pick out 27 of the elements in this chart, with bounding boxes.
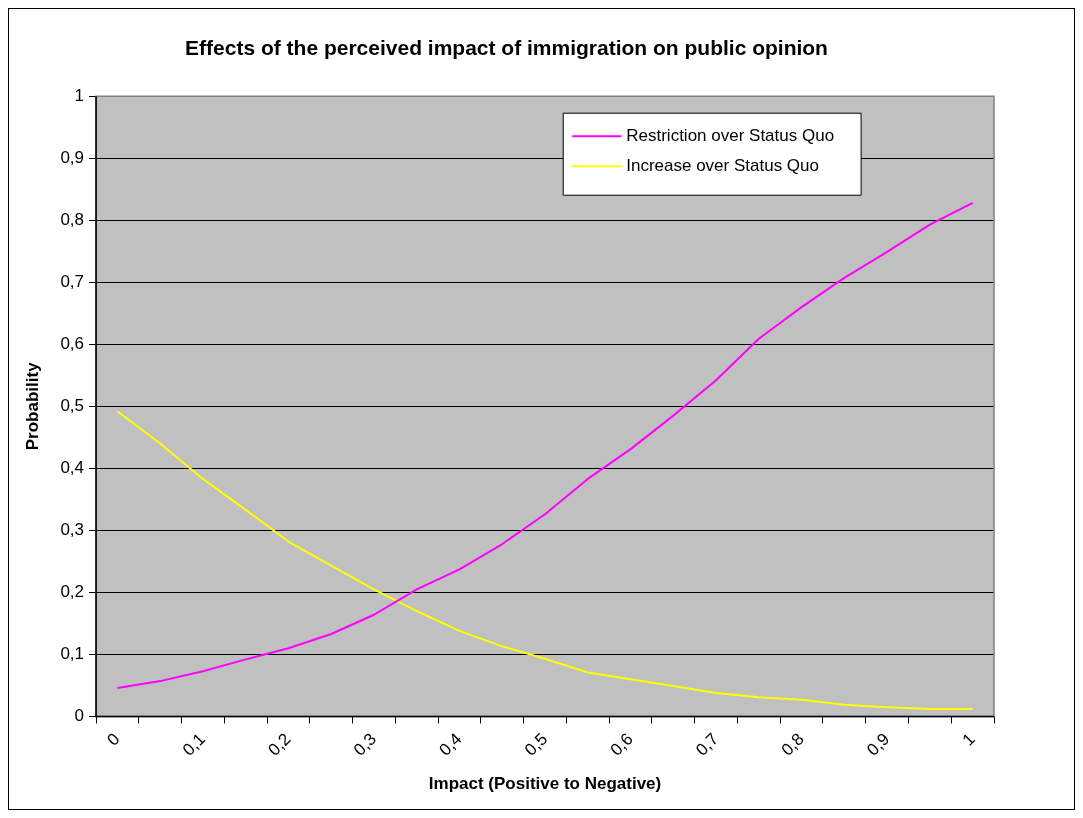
x-tick-label: 0,1 <box>178 729 210 760</box>
x-tick-label: 0,7 <box>692 729 723 760</box>
chart-title: Effects of the perceived impact of immigration on public opinion <box>185 36 828 60</box>
y-tick-label: 0,6 <box>60 333 85 353</box>
y-tick-label: 1 <box>74 85 85 105</box>
y-tick-label: 0,1 <box>60 644 85 664</box>
y-tick-label: 0,5 <box>60 396 85 416</box>
x-tick-label: 1 <box>958 729 979 750</box>
y-tick-label: 0,4 <box>60 458 85 478</box>
y-tick-label: 0,8 <box>60 209 85 229</box>
x-tick-label: 0 <box>103 729 124 750</box>
x-tick-label: 0,9 <box>863 729 894 760</box>
x-tick-label: 0,2 <box>264 729 295 760</box>
x-tick-label: 0,5 <box>521 729 552 760</box>
y-tick-label: 0,7 <box>60 271 85 291</box>
x-axis-title: Impact (Positive to Negative) <box>428 774 662 794</box>
legend-label: Increase over Status Quo <box>626 155 820 175</box>
y-tick-label: 0 <box>74 706 85 726</box>
y-axis-title: Probability <box>22 361 42 451</box>
x-tick-label: 0,3 <box>349 729 381 760</box>
y-tick-label: 0,9 <box>60 147 85 167</box>
y-tick-label: 0,2 <box>60 582 85 602</box>
y-tick-label: 0,3 <box>60 520 85 540</box>
legend-label: Restriction over Status Quo <box>626 125 835 145</box>
x-tick-label: 0,6 <box>606 729 637 760</box>
x-tick-label: 0,4 <box>435 729 466 760</box>
x-tick-label: 0,8 <box>777 729 808 760</box>
